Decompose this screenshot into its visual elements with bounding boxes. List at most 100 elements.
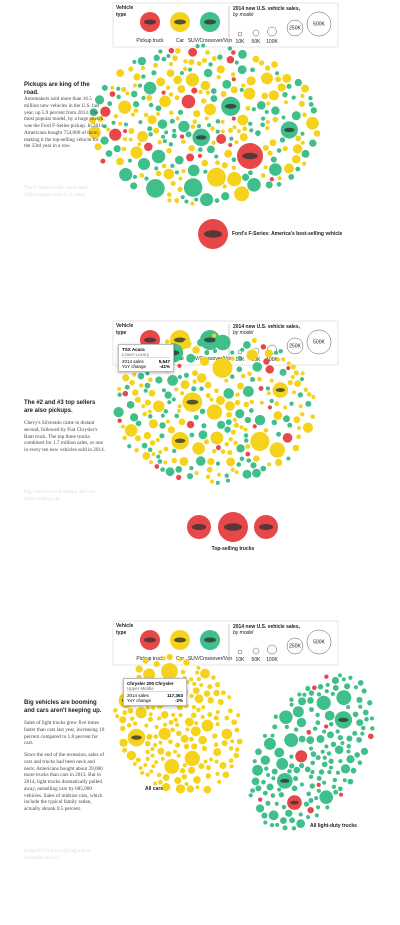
bubble [197,338,205,347]
bubble [258,60,265,66]
bubble [210,88,217,95]
bubble [230,86,238,94]
bubble [250,788,255,793]
bubble [271,768,278,775]
bubble [300,371,305,376]
bubble [281,115,286,120]
bubble [332,777,338,783]
bubble [215,160,221,166]
bubble [144,723,149,728]
bubble [310,770,315,775]
bubble [356,719,364,727]
bubble [137,372,145,380]
bubble [234,60,239,65]
bubble [164,339,170,344]
bubble [252,362,263,372]
bubble [154,760,159,765]
bubble [102,124,107,129]
bubble [292,444,300,452]
car-icon [275,388,286,392]
size-swatch [267,26,277,37]
bubble [231,50,236,55]
bubble [308,797,314,804]
bubble [238,49,247,59]
bubble [316,805,321,810]
bubble [133,73,141,81]
bubble [239,456,245,462]
bubble [211,140,216,145]
bubble [328,721,334,727]
size-label: 50K [252,657,262,663]
bubble [146,94,153,101]
bubble [274,747,285,758]
bubble [361,688,367,694]
bubble [293,416,301,424]
bubble [143,762,148,767]
bubble [229,374,235,379]
bubble [143,431,152,440]
bubble [148,712,153,717]
bubble [107,101,113,107]
bubble [116,94,121,100]
bubble [264,766,269,771]
bubble [239,133,248,142]
size-swatch [237,649,243,655]
bubble [346,749,351,754]
bubble [317,683,324,690]
bubble [222,79,232,89]
bubble [157,747,165,755]
bubble [120,725,126,732]
annotation: Ford's F-Series: America's best-selling … [232,231,343,237]
bubble [319,790,334,804]
bubble [260,122,265,128]
size-swatch [286,637,304,655]
bubble [168,142,174,147]
bubble [291,111,301,121]
bubble [306,729,312,735]
bubble [352,730,358,736]
bubble [172,448,177,454]
bubble [369,716,374,721]
bubble [226,56,235,64]
bubble [316,788,322,793]
bubble [212,333,217,338]
bubble [89,108,98,117]
bubble [241,173,250,181]
bubble [220,129,225,134]
legend-label: SUV/Crossover/Van [188,38,233,44]
bubble [299,412,305,417]
bubble [262,144,269,151]
bubble [240,347,245,352]
bubble [177,85,186,94]
size-label: 250K [289,644,301,650]
bubble [316,695,331,710]
bubble [297,692,302,697]
bubble [126,723,132,728]
bubble [276,181,282,187]
size-label: 50K [252,39,262,45]
bubble [284,724,289,730]
next-text: Large SUVs are enjoying a post-recession… [24,848,93,861]
bubble [141,95,146,100]
bubble [225,401,235,411]
bubble [117,418,122,423]
size-title: 2014 new U.S. vehicle sales, [233,6,301,12]
bubble [250,377,256,382]
bubble [302,112,307,118]
bubble [357,760,363,765]
bubble [313,130,321,137]
bubble [286,83,292,89]
bubble [207,712,213,718]
bubble [247,371,252,376]
bubble [352,711,359,718]
bubble [148,389,156,397]
bubble [154,725,159,730]
bubble [139,383,144,388]
bubble [226,457,236,467]
bubble [214,388,219,394]
bubble [255,130,261,136]
bubble [189,465,194,471]
bubble [166,69,175,78]
tooltip-row: YoY change -41% [122,364,170,369]
bubble [213,748,222,757]
